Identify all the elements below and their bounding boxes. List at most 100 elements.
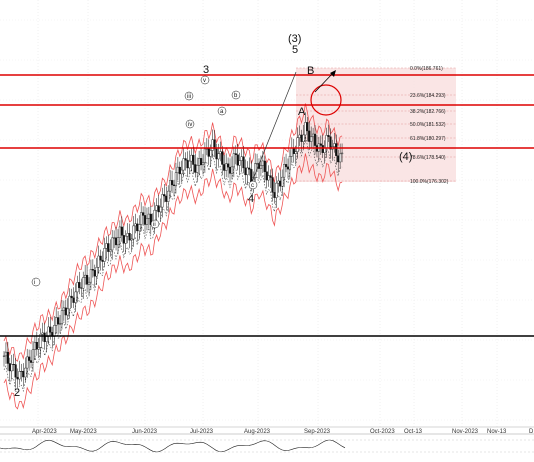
wave-label-circle [217, 106, 227, 116]
wave-label: A [298, 106, 306, 118]
candle-body [53, 325, 56, 337]
candle-body [283, 164, 286, 178]
candle-body [294, 151, 297, 154]
date-tick-label: Sep-2023 [304, 429, 331, 435]
candle-body [192, 154, 195, 165]
candle-body [113, 237, 116, 239]
candle-body [35, 341, 38, 350]
candle-body [170, 180, 174, 186]
candle-body [172, 184, 176, 186]
candle-body [194, 164, 197, 173]
candle-body [8, 363, 11, 372]
candle-body [124, 235, 127, 244]
candle-body [246, 167, 249, 176]
candle-body [211, 139, 214, 151]
candle-body [2, 355, 6, 357]
candle-body [308, 130, 311, 142]
candle-body [169, 180, 172, 192]
candle-body [20, 370, 23, 372]
candle-body [58, 323, 62, 325]
candle-body [45, 336, 48, 342]
candle-body [261, 160, 264, 166]
candle-body [207, 148, 210, 157]
wave-label: 4 [248, 193, 254, 205]
candle-body [84, 274, 87, 278]
candle-body [159, 206, 162, 213]
wave-label-circle [200, 75, 210, 85]
candle-body [267, 175, 270, 181]
candle-body [269, 175, 272, 178]
candle-body [219, 151, 222, 154]
candle-body [62, 307, 65, 311]
fib-level-label: 100.0%(176.302) [410, 179, 449, 185]
candle-body [296, 137, 299, 152]
fib-level-label: 0.0%(186.761) [410, 66, 443, 72]
candle-body [141, 212, 145, 216]
candle-body [292, 147, 295, 154]
candle-body [157, 205, 160, 213]
candle-body [161, 194, 164, 208]
candle-body [288, 156, 292, 170]
candle-body [64, 307, 67, 316]
date-tick-label: Nov-13 [487, 429, 507, 435]
candle-body [85, 274, 89, 285]
candle-body [95, 267, 98, 277]
candle-body [72, 297, 75, 303]
candle-body [209, 150, 212, 157]
price-lines [0, 74, 534, 337]
wave-label-circle [184, 91, 194, 101]
candle-body [310, 136, 313, 142]
candle-body [236, 154, 239, 166]
fib-level-label: 78.6%(178.540) [410, 155, 446, 161]
candle-body [107, 243, 110, 252]
projection-arrow-head [330, 70, 336, 77]
candle-body [109, 249, 112, 252]
wave-label: iv [188, 122, 192, 128]
candle-body [199, 158, 203, 166]
candle-body [4, 351, 8, 357]
target-circle [310, 84, 342, 116]
candle-body [290, 147, 293, 157]
date-tick-label: Oct-13 [404, 429, 423, 435]
candle-body [60, 310, 64, 324]
candle-body [271, 177, 274, 193]
candle-body [145, 218, 149, 225]
candle-body [329, 136, 332, 150]
candle-body [333, 143, 336, 147]
candle-body [174, 172, 178, 186]
candle-body [281, 176, 284, 187]
candle-body [340, 152, 344, 155]
candle-body [215, 148, 218, 160]
date-tick-label: Nov-2023 [452, 429, 479, 435]
candle-body [134, 223, 137, 227]
candle-body [226, 163, 230, 168]
candle-body [339, 153, 342, 163]
candle-body [66, 308, 69, 316]
candle-body [188, 160, 191, 169]
candle-body [114, 237, 118, 246]
candle-body [201, 162, 205, 166]
candle-body [122, 235, 125, 244]
wave-label: v [203, 78, 206, 84]
candle-body [80, 287, 83, 289]
trend-line [251, 71, 297, 183]
candle-body [136, 223, 139, 232]
wave-label: B [307, 65, 314, 77]
candle-body [99, 255, 102, 261]
fib-zone-fill [296, 68, 456, 182]
fib-level-label: 38.2%(182.766) [410, 109, 446, 115]
candle-body [111, 237, 114, 251]
candle-body [250, 169, 253, 183]
candle-body [213, 139, 216, 150]
candle-body [180, 169, 183, 175]
date-tick-label: Jun-2023 [132, 429, 158, 435]
candle-body [18, 371, 21, 380]
candle-body [10, 364, 13, 372]
wave-label: i [34, 280, 35, 286]
candle-body [263, 160, 266, 172]
candle-body [228, 166, 232, 174]
candle-body [234, 153, 237, 155]
candle-body [82, 277, 85, 289]
candle-body [147, 213, 150, 219]
wave-label: iii [187, 94, 191, 100]
